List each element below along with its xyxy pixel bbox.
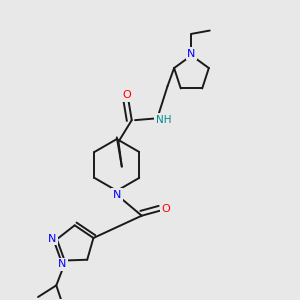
Text: N: N xyxy=(58,260,66,269)
Text: NH: NH xyxy=(155,115,171,125)
Text: O: O xyxy=(122,90,131,100)
Text: N: N xyxy=(187,49,196,59)
Text: N: N xyxy=(48,234,56,244)
Text: N: N xyxy=(112,190,121,200)
Text: O: O xyxy=(162,204,170,214)
